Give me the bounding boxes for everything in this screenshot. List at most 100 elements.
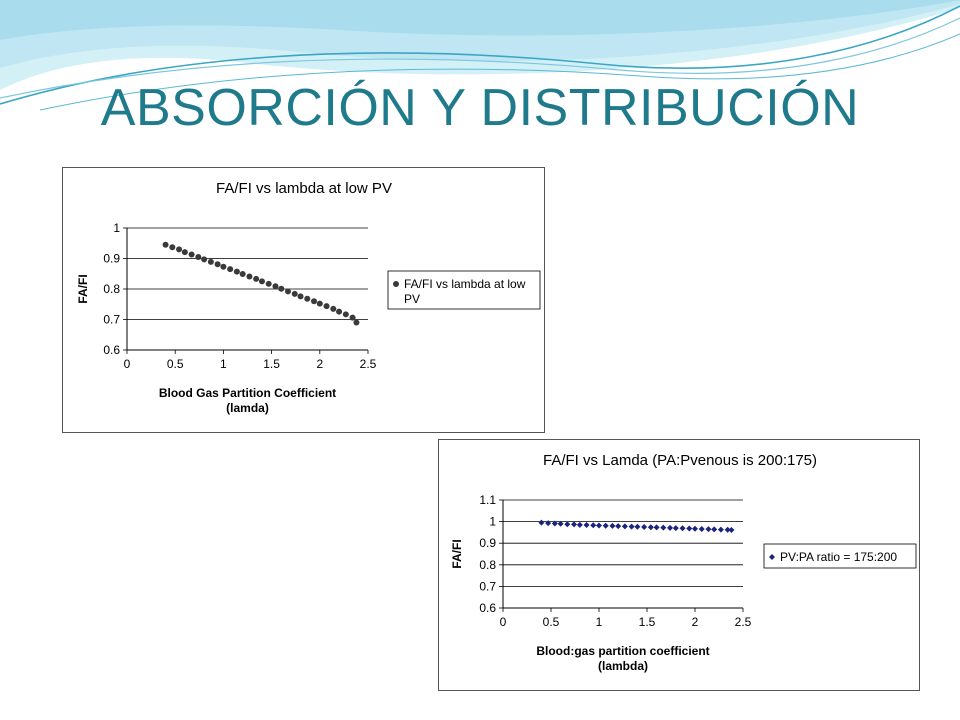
x-tick-label: 2 [692, 615, 699, 629]
y-tick-label: 0.7 [479, 579, 496, 593]
data-point [647, 524, 654, 531]
data-point [571, 521, 578, 528]
data-point [207, 258, 214, 265]
slide-title: ABSORCIÓN Y DISTRIBUCIÓN [100, 79, 860, 137]
x-tick-label: 2.5 [735, 615, 752, 629]
data-point [278, 285, 285, 292]
data-point [583, 522, 590, 529]
x-tick-label: 1 [596, 615, 603, 629]
data-point [353, 319, 360, 326]
data-point [653, 524, 660, 531]
data-point [272, 283, 279, 290]
data-point [291, 290, 298, 297]
x-axis-label: Blood Gas Partition Coefficient [159, 386, 336, 400]
data-point [728, 527, 735, 534]
data-point [311, 298, 318, 305]
data-point [679, 525, 686, 532]
data-point [297, 293, 304, 300]
chart-title: FA/FI vs Lamda (PA:Pvenous is 200:175) [543, 452, 817, 469]
data-point [545, 520, 552, 527]
data-point [304, 295, 311, 302]
wave-line-1 [0, 5, 960, 105]
x-tick-label: 2 [316, 357, 323, 371]
x-tick-label: 1 [220, 357, 227, 371]
wave-line-2 [0, 17, 960, 99]
data-point [596, 522, 602, 529]
data-point [284, 288, 291, 295]
data-point [660, 524, 667, 531]
y-tick-label: 1 [113, 221, 120, 235]
data-point [265, 280, 272, 287]
data-point [188, 251, 195, 258]
data-point [590, 522, 597, 529]
data-point [246, 273, 253, 280]
y-axis-label: FA/FI [450, 539, 464, 568]
y-tick-label: 0.6 [103, 343, 120, 357]
chart-svg: FA/FI vs lambda at low PV 0.6 0.7 0.8 0.9 1 0 0… [76, 180, 541, 415]
data-point [253, 275, 260, 282]
legend-marker [769, 554, 775, 560]
legend-box [763, 543, 917, 569]
data-point [349, 314, 356, 321]
data-point [621, 523, 628, 530]
x-axis-label: (lambda) [598, 659, 648, 673]
x-axis-label: (lamda) [226, 401, 269, 415]
chart-fa-fi-pvenous-ratio: FA/FI vs Lamda (PA:Pvenous is 200:175) 0.… [438, 439, 920, 691]
data-point [316, 300, 323, 307]
y-tick-label: 0.7 [103, 313, 120, 327]
data-point [557, 520, 564, 527]
y-tick-label: 1 [489, 515, 496, 529]
x-tick-label: 1.5 [263, 357, 280, 371]
legend-label: PV:PA ratio = 175:200 [780, 550, 897, 564]
data-point [176, 246, 183, 253]
y-tick-label: 1.1 [479, 493, 496, 507]
x-tick-label: 0 [124, 357, 131, 371]
data-point [628, 523, 635, 530]
x-tick-label: 2.5 [360, 357, 377, 371]
data-point [576, 521, 583, 528]
header-waves [0, 0, 960, 111]
data-point [717, 526, 724, 533]
wave-fill-top [0, 0, 960, 40]
y-tick-label: 0.9 [479, 536, 496, 550]
legend-label: FA/FI vs lambda at low [404, 277, 526, 291]
data-point [641, 524, 648, 530]
data-point [214, 261, 221, 268]
data-point [724, 526, 731, 533]
data-point [342, 311, 349, 318]
data-point [711, 526, 718, 533]
x-axis-label: Blood:gas partition coefficient [536, 644, 709, 658]
legend-marker [393, 281, 399, 287]
wave-line-3 [39, 33, 960, 111]
data-point [169, 244, 176, 251]
data-point [201, 256, 208, 263]
data-point [538, 519, 545, 526]
data-point [233, 268, 240, 275]
y-tick-label: 0.8 [103, 282, 120, 296]
data-point [551, 520, 558, 527]
data-point [564, 521, 571, 528]
chart-svg: FA/FI vs Lamda (PA:Pvenous is 200:175) 0.… [450, 452, 917, 673]
data-point [323, 303, 330, 310]
y-axis-label: FA/FI [76, 274, 90, 303]
chart-title: FA/FI vs lambda at low PV [216, 180, 392, 197]
data-point [705, 526, 712, 533]
data-point [692, 525, 698, 532]
data-point [634, 523, 641, 530]
legend-label: PV [404, 292, 420, 306]
x-tick-label: 0 [500, 615, 507, 629]
data-point [686, 525, 693, 532]
data-point [258, 278, 265, 285]
data-point [672, 525, 679, 532]
y-tick-label: 0.6 [479, 601, 496, 615]
data-point [162, 241, 169, 248]
x-tick-label: 1.5 [639, 615, 656, 629]
data-point [609, 522, 616, 529]
data-point [220, 263, 227, 270]
data-point [330, 305, 337, 312]
data-point [239, 271, 246, 278]
y-tick-label: 0.9 [103, 252, 120, 266]
x-tick-label: 0.5 [543, 615, 560, 629]
chart-fa-fi-low-pv: FA/FI vs lambda at low PV 0.6 0.7 0.8 0.9 1 0 0… [62, 167, 545, 433]
data-point [336, 308, 343, 315]
